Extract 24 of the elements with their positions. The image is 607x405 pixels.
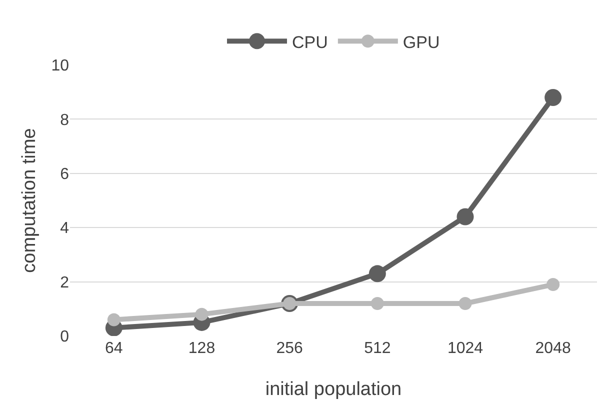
point: [458, 296, 472, 310]
x-tick-label: 128: [188, 340, 216, 357]
y-tick-label: 0: [60, 328, 70, 346]
x-tick-label: 64: [105, 340, 123, 357]
y-tick-label: 4: [60, 220, 70, 238]
y-tick-label: 10: [51, 58, 70, 75]
x-tick-label: 256: [276, 340, 304, 357]
x-axis-title: initial population: [265, 378, 402, 400]
y-tick-label: 2: [60, 274, 70, 292]
point: [195, 308, 208, 321]
y-tick-label: 6: [60, 166, 70, 183]
point: [544, 89, 562, 106]
legend-label: GPU: [402, 32, 440, 52]
point: [368, 265, 386, 282]
point: [370, 296, 384, 310]
point: [456, 208, 474, 226]
y-axis-title: computation time: [19, 128, 40, 273]
x-tick-label: 2048: [535, 340, 571, 357]
legend-label: CPU: [292, 32, 328, 52]
point: [546, 278, 560, 292]
x-tick-label: 1024: [447, 340, 484, 357]
x-tick-label: 512: [364, 340, 391, 357]
point: [107, 313, 120, 326]
y-tick-label: 8: [60, 112, 70, 129]
